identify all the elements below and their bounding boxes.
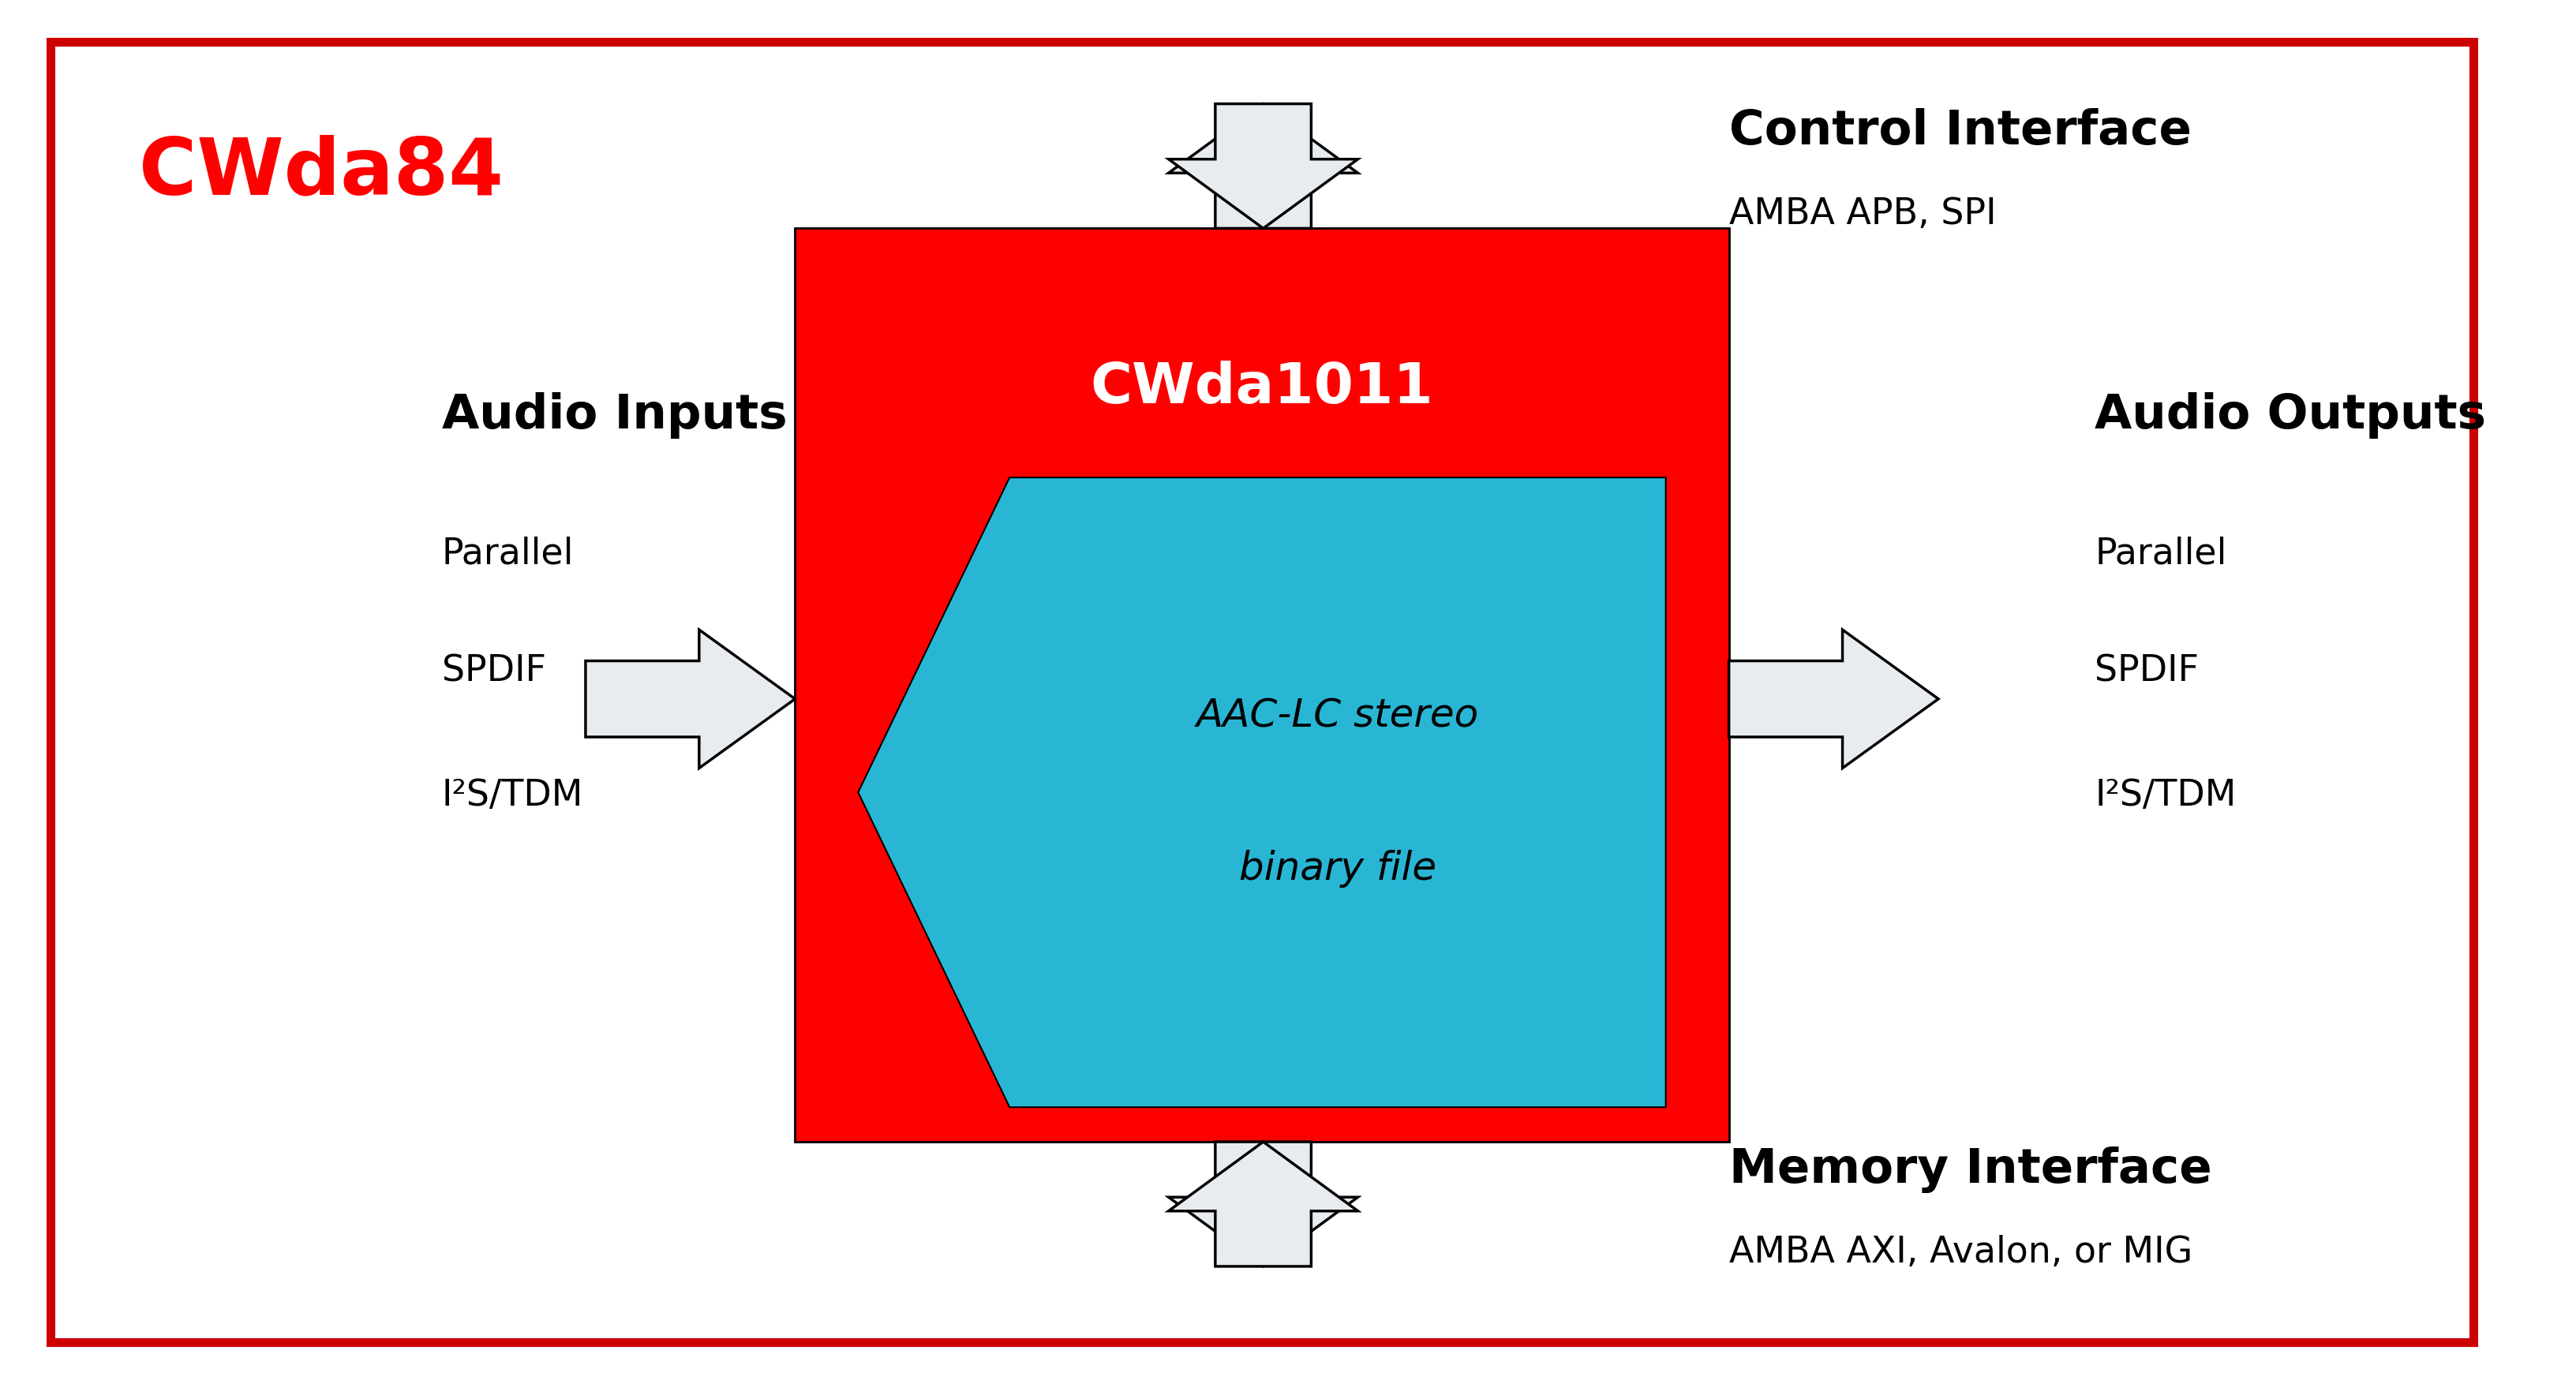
Text: Memory Interface: Memory Interface: [1728, 1146, 2213, 1193]
FancyArrow shape: [1170, 104, 1358, 228]
Text: AMBA AXI, Avalon, or MIG: AMBA AXI, Avalon, or MIG: [1728, 1235, 2192, 1271]
Text: Parallel: Parallel: [440, 536, 574, 572]
Text: CWda1011: CWda1011: [1090, 360, 1432, 415]
Polygon shape: [858, 477, 1667, 1107]
Text: I²S/TDM: I²S/TDM: [2094, 778, 2236, 814]
FancyArrow shape: [1728, 630, 1937, 768]
Text: SPDIF: SPDIF: [2094, 653, 2200, 689]
Text: Audio Inputs: Audio Inputs: [440, 392, 788, 439]
Text: AAC-LC stereo: AAC-LC stereo: [1195, 698, 1479, 735]
Text: Parallel: Parallel: [2094, 536, 2228, 572]
FancyArrow shape: [585, 630, 796, 768]
Text: binary file: binary file: [1239, 850, 1437, 887]
Text: I²S/TDM: I²S/TDM: [440, 778, 582, 814]
Text: CWda84: CWda84: [139, 134, 502, 212]
FancyArrow shape: [1170, 1142, 1358, 1266]
FancyArrow shape: [1170, 104, 1358, 228]
Bar: [796, 228, 1728, 1142]
FancyArrow shape: [1170, 1142, 1358, 1266]
Text: AMBA APB, SPI: AMBA APB, SPI: [1728, 197, 1996, 233]
Text: SPDIF: SPDIF: [440, 653, 546, 689]
Text: Audio Outputs: Audio Outputs: [2094, 392, 2486, 439]
Text: Control Interface: Control Interface: [1728, 108, 2192, 155]
